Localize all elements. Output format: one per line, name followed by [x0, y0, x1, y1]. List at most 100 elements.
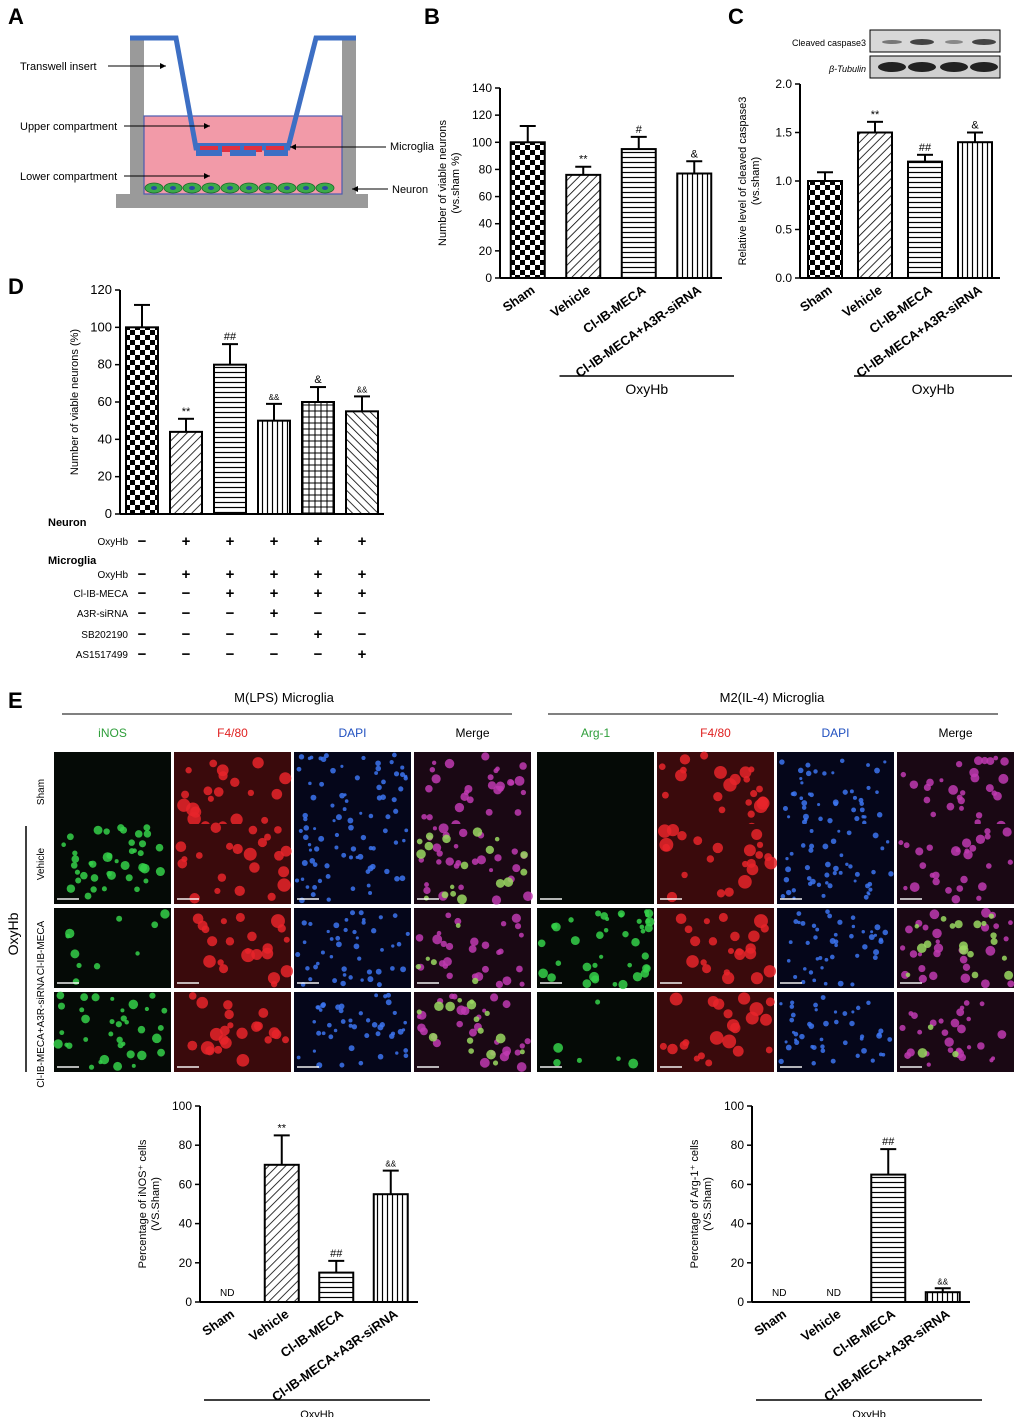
cell-dot	[445, 1001, 455, 1012]
cell-dot	[850, 915, 856, 920]
condition-sign: −	[270, 646, 279, 663]
cell-dot	[64, 1042, 69, 1047]
cell-dot	[364, 1033, 370, 1039]
cell-dot	[750, 790, 758, 798]
cell-dot	[368, 813, 374, 819]
cell-dot	[818, 816, 823, 822]
cell-dot	[888, 871, 894, 877]
cell-dot	[940, 916, 947, 922]
cell-dot	[929, 909, 940, 920]
cell-dot	[101, 886, 107, 892]
cell-dot	[330, 767, 336, 774]
condition-sign: −	[226, 646, 235, 663]
cell-dot	[675, 769, 687, 782]
cell-dot	[801, 980, 806, 985]
cell-dot	[88, 1064, 95, 1070]
cell-dot	[201, 925, 210, 934]
cell-dot	[875, 790, 879, 794]
cell-dot	[210, 822, 222, 833]
cell-dot	[799, 776, 803, 781]
cell-dot	[849, 933, 854, 939]
cell-dot	[109, 1019, 115, 1025]
cell-dot	[149, 992, 156, 999]
condition-sign: −	[182, 585, 191, 602]
cell-dot	[477, 1027, 484, 1034]
cell-dot	[296, 1055, 301, 1060]
cell-dot	[360, 978, 364, 982]
cell-dot	[909, 950, 918, 958]
cell-dot	[320, 950, 325, 955]
cell-dot	[829, 954, 835, 960]
cell-dot	[312, 1049, 316, 1053]
y-tick-label: 20	[98, 469, 112, 484]
cell-dot	[666, 891, 678, 903]
y-tick-label: 20	[479, 244, 493, 258]
cell-dot	[196, 996, 209, 1009]
cell-dot	[732, 1045, 744, 1057]
cell-dot	[473, 1016, 480, 1023]
cell-dot	[207, 795, 214, 802]
cell-dot	[192, 913, 204, 925]
cell-dot	[241, 948, 255, 963]
cell-dot	[669, 992, 683, 1006]
cell-dot	[351, 1024, 358, 1030]
cell-dot	[963, 1000, 970, 1006]
cell-dot	[789, 1017, 795, 1023]
condition-sign: −	[182, 605, 191, 622]
cell-dot	[979, 1001, 985, 1007]
well-wall-left	[130, 38, 144, 194]
cell-dot	[177, 798, 191, 812]
cell-dot	[71, 855, 80, 863]
cell-dot	[898, 840, 904, 846]
cell-dot	[705, 1059, 713, 1067]
cell-dot	[131, 1063, 136, 1068]
cell-dot	[858, 797, 864, 803]
cell-dot	[430, 959, 437, 966]
cell-dot	[348, 855, 353, 860]
cell-dot	[764, 856, 778, 870]
cell-dot	[135, 951, 140, 956]
cell-dot	[977, 1042, 985, 1050]
cell-dot	[366, 883, 371, 888]
cell-dot	[151, 1033, 162, 1044]
cell-dot	[595, 910, 602, 917]
cell-dot	[476, 855, 486, 865]
cell-dot	[803, 817, 808, 822]
cell-dot	[885, 840, 890, 844]
cell-dot	[675, 913, 687, 925]
y-tick-label: 100	[724, 1099, 744, 1113]
cell-dot	[780, 894, 786, 899]
cell-dot	[358, 910, 364, 916]
cell-dot	[969, 844, 977, 852]
significance-mark: **	[579, 154, 588, 166]
cell-dot	[332, 978, 338, 984]
cell-dot	[486, 1049, 496, 1060]
cell-dot	[325, 874, 331, 879]
cell-dot	[595, 999, 601, 1005]
significance-mark: &&	[269, 393, 280, 402]
cell-dot	[833, 801, 839, 807]
condition-sign: +	[226, 566, 235, 583]
cell-dot	[224, 1009, 234, 1020]
cell-dot	[312, 885, 318, 890]
cell-dot	[326, 929, 330, 934]
neuron-nucleus	[151, 186, 157, 190]
cell-dot	[117, 1042, 124, 1049]
cell-dot	[922, 924, 929, 931]
cell-dot	[348, 1018, 353, 1023]
cell-dot	[709, 1031, 724, 1045]
cell-dot	[756, 841, 764, 849]
cell-dot	[811, 1045, 817, 1051]
cell-dot	[1004, 970, 1014, 980]
cell-dot	[809, 792, 814, 798]
cell-dot	[985, 784, 994, 793]
cell-dot	[524, 1038, 531, 1045]
cell-dot	[631, 937, 640, 947]
cell-dot	[344, 917, 349, 922]
cell-dot	[495, 781, 505, 791]
cell-dot	[868, 887, 873, 892]
cell-dot	[357, 956, 362, 961]
cell-dot	[334, 845, 339, 850]
cell-dot	[384, 868, 390, 875]
cell-dot	[348, 1045, 355, 1052]
